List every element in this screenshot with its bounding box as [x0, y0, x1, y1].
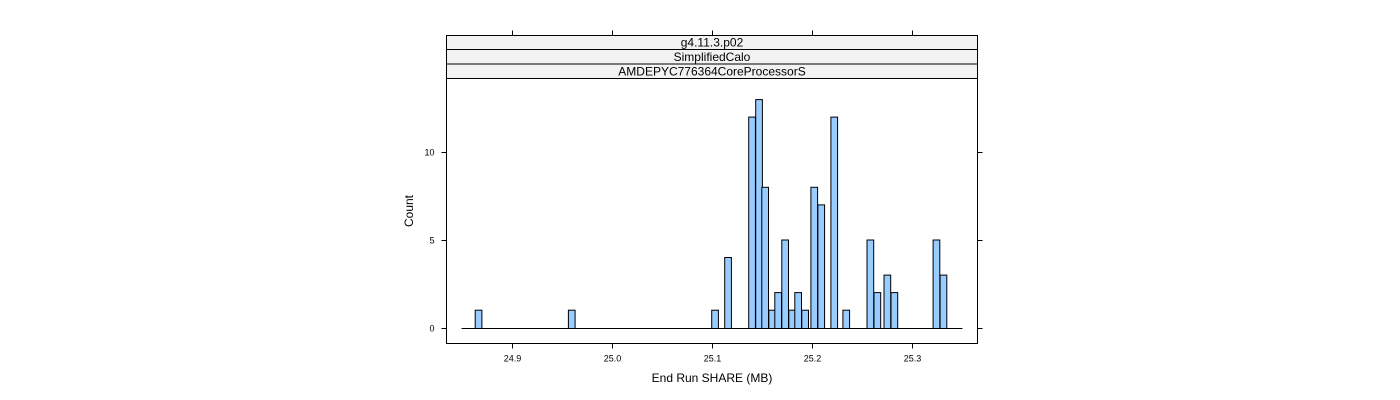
histogram-bar [932, 239, 941, 329]
y-axis-title: Count [402, 194, 416, 227]
x-axis: 24.9 25.0 25.1 25.2 25.3 [504, 30, 922, 364]
histogram-bar [883, 274, 892, 330]
histogram-bar [830, 116, 839, 329]
histogram-bar [890, 292, 899, 330]
histogram-bar [866, 239, 875, 329]
panel-strips: g4.11.3.p02 SimplifiedCalo AMDEPYC776364… [446, 35, 978, 79]
histogram-bars [474, 99, 948, 330]
y-tick-label: 5 [429, 236, 434, 246]
histogram-bar [761, 186, 769, 329]
histogram-bar [724, 257, 732, 329]
histogram-bar [567, 309, 576, 330]
x-tick-label: 25.3 [904, 354, 922, 364]
x-axis-title: End Run SHARE (MB) [652, 371, 773, 385]
x-tick-label: 24.9 [504, 354, 522, 364]
strip-3-label: AMDEPYC776364CoreProcessorS [618, 65, 805, 79]
y-tick-label: 0 [429, 324, 434, 334]
x-tick-label: 25.2 [804, 354, 822, 364]
x-tick-label: 25.0 [604, 354, 622, 364]
strip-1-label: g4.11.3.p02 [681, 36, 744, 50]
y-axis: 0 5 10 [424, 148, 983, 334]
histogram-bar [873, 292, 882, 330]
y-tick-label: 10 [424, 148, 434, 158]
histogram-bar [817, 204, 826, 329]
histogram-bar [781, 239, 789, 329]
histogram-bar [794, 292, 802, 330]
x-tick-label: 25.1 [704, 354, 722, 364]
histogram-bar [711, 309, 719, 330]
histogram-bar [801, 309, 809, 330]
histogram-bar [939, 274, 948, 330]
histogram-bar [774, 292, 782, 330]
histogram-bar [748, 116, 756, 329]
histogram-bar [842, 309, 851, 330]
histogram-bar [810, 186, 819, 329]
strip-2-label: SimplifiedCalo [674, 50, 751, 64]
histogram-bar [474, 309, 483, 330]
